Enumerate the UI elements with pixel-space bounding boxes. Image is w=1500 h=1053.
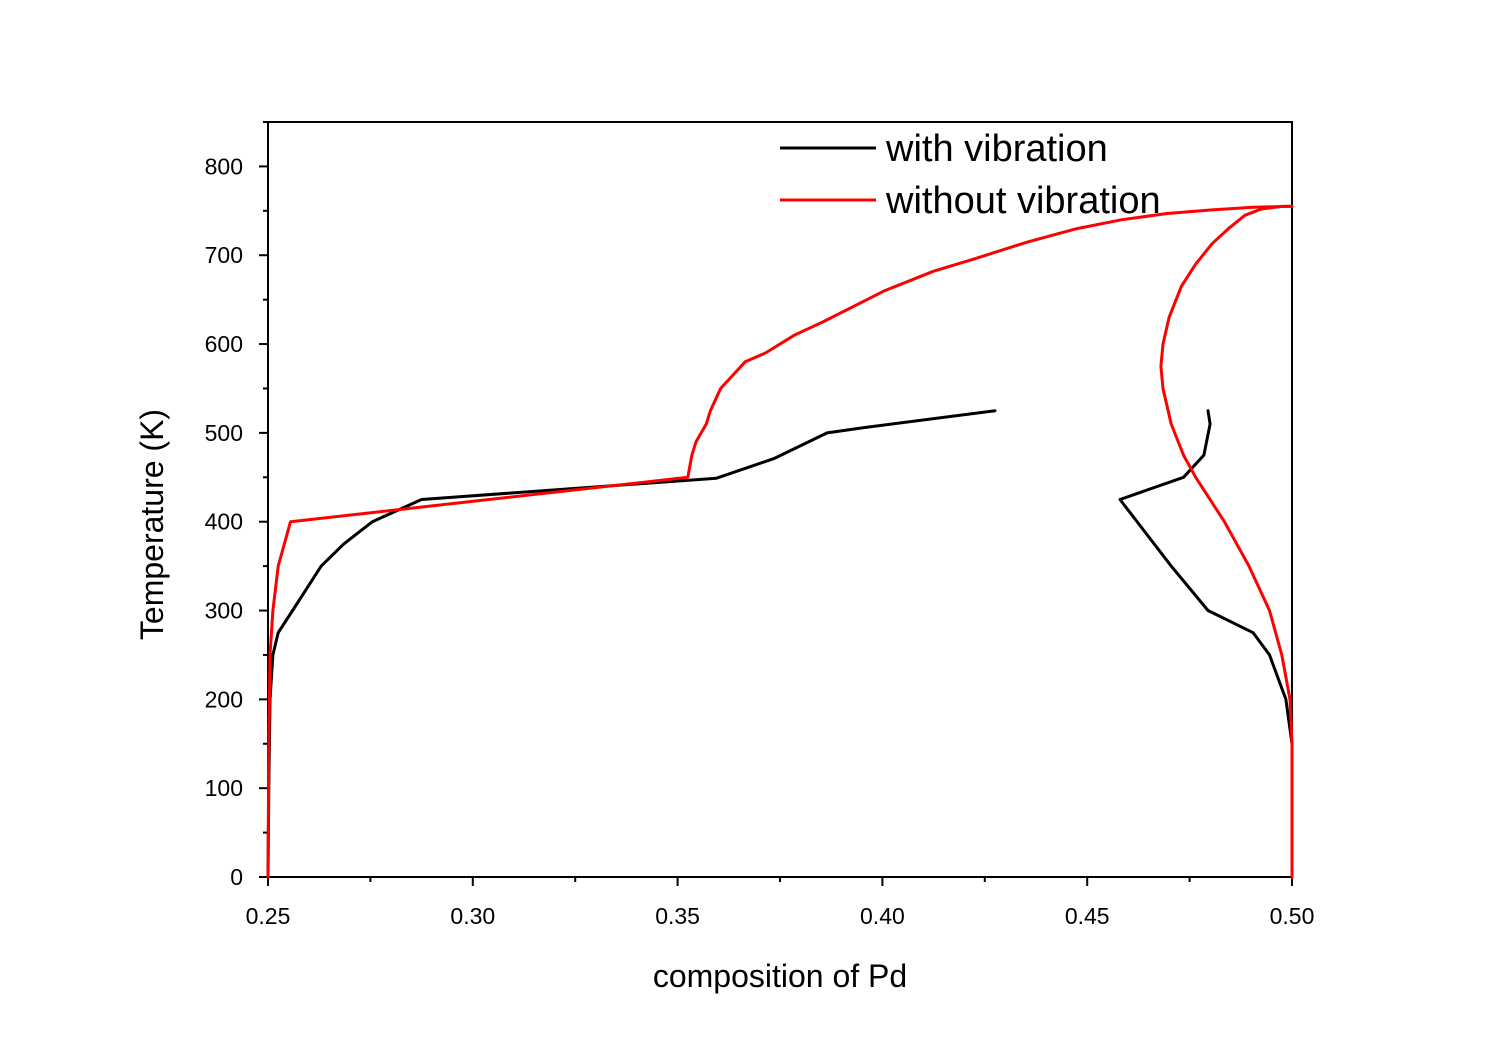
y-tick-label: 800: [205, 153, 243, 179]
x-axis-title: composition of Pd: [653, 958, 907, 994]
legend-label: without vibration: [885, 180, 1161, 222]
series-line-without-vibration-branch-1: [266, 204, 1294, 879]
x-tick-label: 0.30: [450, 903, 495, 929]
x-tick-label: 0.50: [1270, 903, 1315, 929]
y-tick-label: 300: [205, 598, 243, 624]
y-tick-label: 500: [205, 420, 243, 446]
legend: with vibration without vibration: [780, 128, 1161, 222]
y-tick-label: 600: [205, 331, 243, 357]
y-tick-label: 0: [230, 864, 243, 890]
y-axis-ticks: 0 100 200 300 400 500 600 700 800: [205, 121, 268, 890]
y-tick-label: 700: [205, 242, 243, 268]
y-axis-title: Temperature (K): [134, 409, 170, 640]
series-line-with-vibration-branch-2: [1118, 409, 1294, 879]
series-line-without-vibration-branch-2: [1159, 204, 1294, 879]
series-layer: [266, 204, 1294, 879]
x-axis-ticks: 0.25 0.30 0.35 0.40 0.45 0.50: [246, 877, 1315, 929]
x-tick-label: 0.40: [860, 903, 905, 929]
x-tick-label: 0.35: [655, 903, 700, 929]
y-tick-label: 200: [205, 686, 243, 712]
x-tick-label: 0.45: [1065, 903, 1110, 929]
y-tick-label: 400: [205, 509, 243, 535]
legend-label: with vibration: [885, 128, 1108, 170]
x-tick-label: 0.25: [246, 903, 291, 929]
y-tick-label: 100: [205, 775, 243, 801]
series-line-with-vibration-branch-1: [266, 409, 997, 879]
